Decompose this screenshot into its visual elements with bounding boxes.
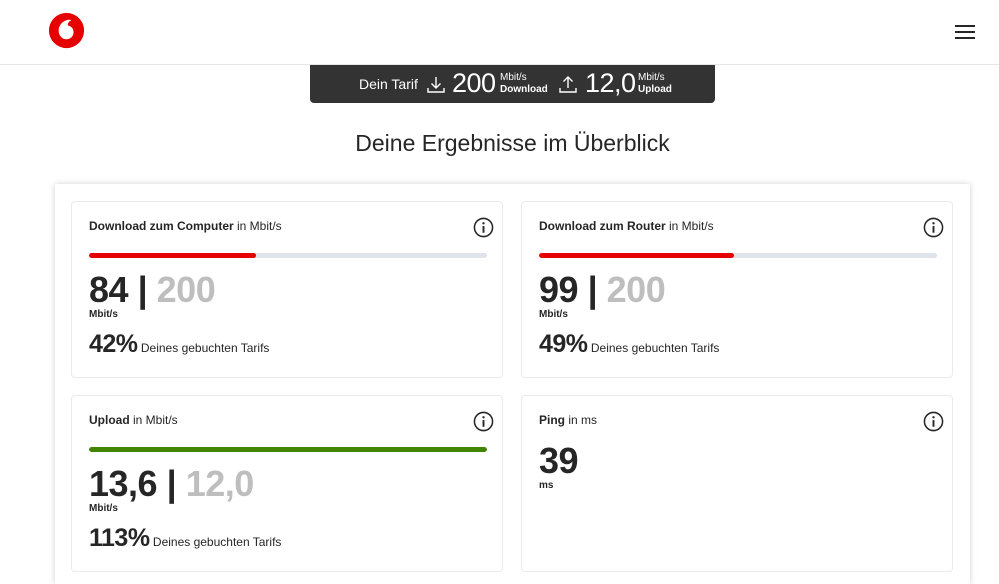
- download-arrow-icon: [427, 77, 445, 93]
- percent-row: 42% Deines gebuchten Tarifs: [89, 330, 270, 358]
- tariff-max-value: 200: [606, 269, 666, 310]
- progress-bar: [539, 253, 937, 258]
- info-icon[interactable]: [923, 217, 944, 238]
- card-download-router: Download zum Router in Mbit/s 99 | 200 M…: [521, 201, 953, 378]
- vodafone-logo[interactable]: [48, 12, 85, 49]
- tariff-bar: Dein Tarif 200 Mbit/s Download 12,0 Mbit…: [310, 65, 715, 103]
- progress-bar: [89, 253, 487, 258]
- upload-arrow-icon: [559, 76, 577, 93]
- tariff-upload-value: 12,0: [585, 68, 636, 98]
- percent-value: 49%: [539, 330, 588, 358]
- percent-row: 113% Deines gebuchten Tarifs: [89, 524, 282, 552]
- card-ping: Ping in ms 39 ms: [521, 395, 953, 572]
- progress-bar: [89, 447, 487, 452]
- value-unit: Mbit/s: [89, 309, 118, 320]
- percent-row: 49% Deines gebuchten Tarifs: [539, 330, 720, 358]
- measured-value: 99 | 200: [539, 269, 666, 310]
- tariff-max-value: 12,0: [185, 463, 255, 504]
- value-unit: ms: [539, 480, 554, 491]
- tariff-upload-unit: Mbit/s Upload: [638, 72, 672, 95]
- card-upload: Upload in Mbit/s 13,6 | 12,0 Mbit/s 113%…: [71, 395, 503, 572]
- card-title: Ping in ms: [539, 413, 598, 427]
- measured-value: 84 | 200: [89, 269, 216, 310]
- results-panel: Download zum Computer in Mbit/s 84 | 200…: [55, 184, 970, 584]
- progress-fill: [539, 253, 735, 258]
- value-unit: Mbit/s: [539, 309, 568, 320]
- progress-fill: [89, 447, 487, 452]
- percent-value: 113%: [89, 524, 150, 552]
- card-download-computer: Download zum Computer in Mbit/s 84 | 200…: [71, 201, 503, 378]
- header: [0, 0, 999, 65]
- info-icon[interactable]: [473, 411, 494, 432]
- measured-value: 13,6 | 12,0: [89, 463, 255, 504]
- tariff-label: Dein Tarif: [359, 76, 418, 92]
- card-title: Upload in Mbit/s: [89, 413, 178, 427]
- percent-value: 42%: [89, 330, 138, 358]
- tariff-max-value: 200: [156, 269, 216, 310]
- tariff-download-unit: Mbit/s Download: [500, 72, 548, 95]
- card-title: Download zum Router in Mbit/s: [539, 219, 714, 233]
- info-icon[interactable]: [923, 411, 944, 432]
- card-title: Download zum Computer in Mbit/s: [89, 219, 282, 233]
- tariff-download-value: 200: [452, 68, 496, 98]
- measured-value: 39: [539, 440, 579, 481]
- page-title: Deine Ergebnisse im Überblick: [355, 130, 670, 156]
- info-icon[interactable]: [473, 217, 494, 238]
- progress-fill: [89, 253, 257, 258]
- hamburger-menu-icon[interactable]: [955, 23, 977, 41]
- value-unit: Mbit/s: [89, 503, 118, 514]
